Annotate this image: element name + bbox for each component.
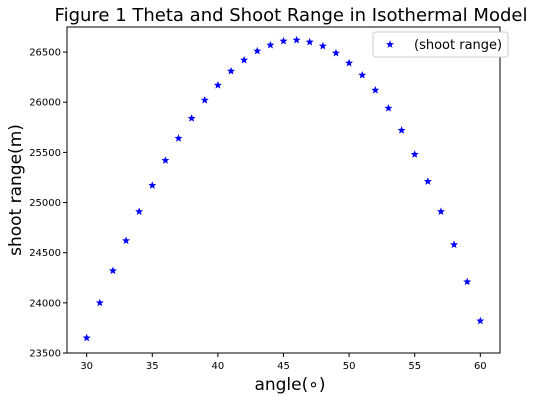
data-point bbox=[227, 66, 236, 75]
data-point bbox=[174, 134, 183, 142]
legend-marker bbox=[386, 40, 394, 48]
y-axis-label: shoot range(m) bbox=[6, 124, 26, 256]
data-point bbox=[345, 58, 354, 67]
x-tick-label: 50 bbox=[343, 361, 356, 372]
x-axis-label: angle(∘) bbox=[254, 375, 325, 395]
data-point bbox=[305, 37, 314, 46]
data-point bbox=[266, 40, 275, 49]
x-tick-label: 35 bbox=[146, 361, 159, 372]
data-point bbox=[187, 114, 196, 122]
x-tick-label: 60 bbox=[474, 361, 487, 372]
data-point bbox=[331, 48, 340, 57]
data-point bbox=[122, 236, 131, 245]
legend: (shoot range) bbox=[372, 31, 509, 58]
data-point bbox=[95, 298, 104, 307]
data-point bbox=[410, 150, 419, 158]
y-tick-label: 26500 bbox=[29, 48, 61, 59]
data-point bbox=[436, 207, 445, 215]
y-tick-label: 23500 bbox=[29, 349, 61, 360]
data-point bbox=[161, 156, 170, 164]
data-point bbox=[135, 207, 144, 215]
y-axis: 23500 24000 24500 25000 25500 26000 26500 bbox=[29, 48, 67, 360]
data-point bbox=[82, 333, 91, 342]
legend-box bbox=[372, 31, 509, 58]
x-tick-label: 30 bbox=[80, 361, 93, 372]
chart-title: Figure 1 Theta and Shoot Range in Isothe… bbox=[55, 5, 528, 26]
data-point bbox=[240, 55, 249, 64]
x-axis: 30 35 40 45 50 55 60 bbox=[80, 353, 487, 372]
y-tick-label: 24000 bbox=[29, 298, 61, 309]
data-point bbox=[358, 70, 367, 79]
data-point bbox=[450, 240, 459, 249]
data-point bbox=[292, 35, 301, 44]
x-tick-label: 45 bbox=[277, 361, 290, 372]
x-tick-label: 55 bbox=[408, 361, 421, 372]
data-point bbox=[213, 80, 222, 89]
data-point bbox=[371, 85, 380, 94]
data-series bbox=[82, 35, 485, 342]
data-point bbox=[463, 277, 472, 286]
data-point bbox=[318, 41, 327, 50]
y-tick-label: 25000 bbox=[29, 198, 61, 209]
data-point bbox=[279, 36, 288, 45]
legend-star bbox=[386, 40, 394, 48]
legend-label: (shoot range) bbox=[414, 38, 502, 53]
y-tick-label: 25500 bbox=[29, 148, 61, 159]
y-tick-label: 24500 bbox=[29, 248, 61, 259]
data-point bbox=[108, 266, 117, 275]
plot-area bbox=[66, 26, 501, 354]
data-point bbox=[253, 46, 262, 55]
data-point bbox=[476, 316, 485, 325]
data-point bbox=[384, 104, 393, 112]
x-tick-label: 40 bbox=[212, 361, 225, 372]
data-point bbox=[200, 96, 209, 104]
data-point bbox=[397, 126, 406, 134]
data-point bbox=[148, 181, 157, 189]
data-point bbox=[423, 177, 432, 185]
y-tick-label: 26000 bbox=[29, 98, 61, 109]
